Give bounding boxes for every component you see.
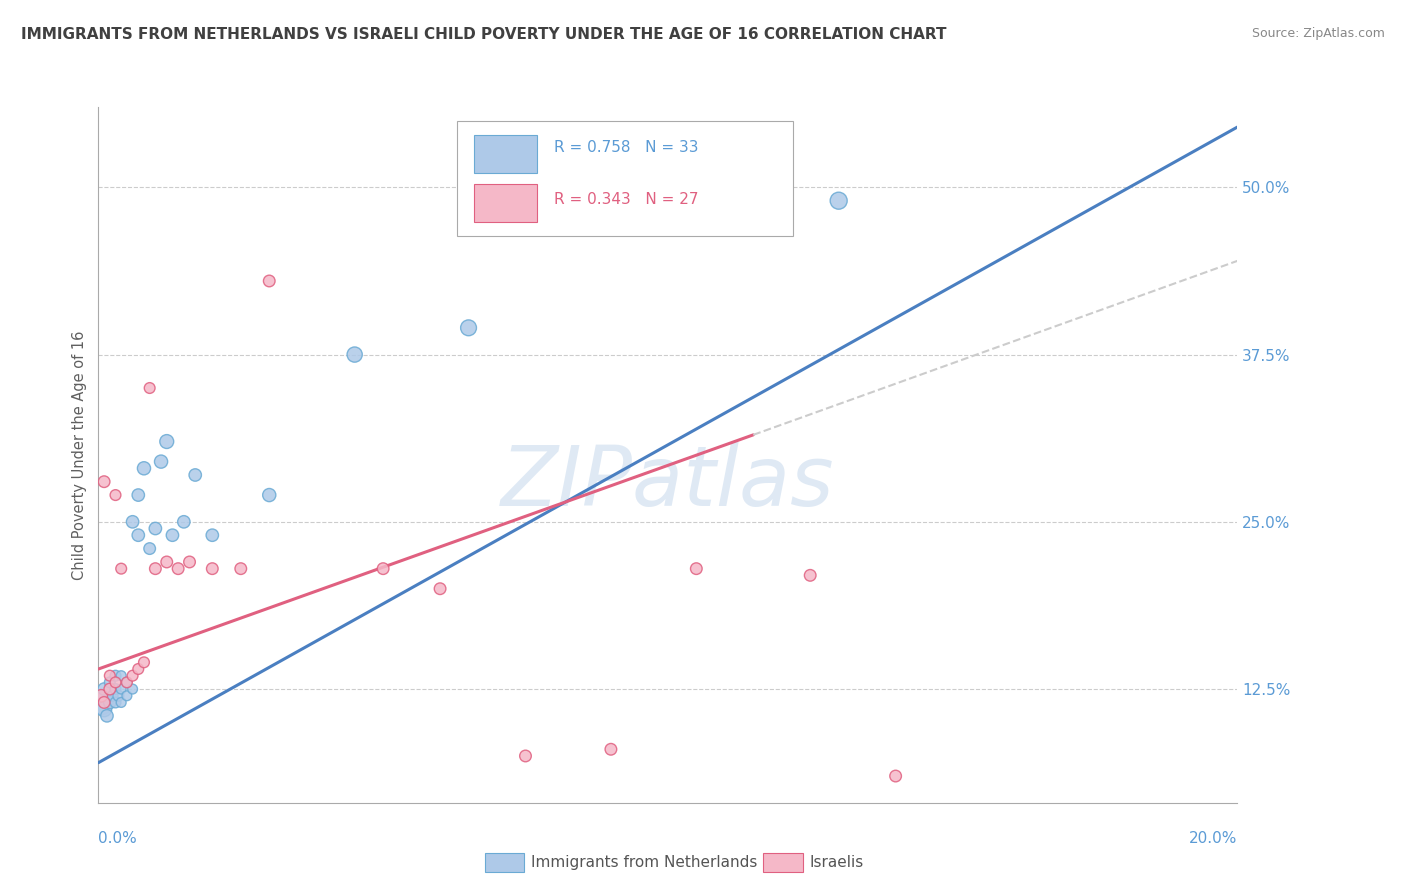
Point [107,689,129,703]
Point [110,696,132,710]
Point [167,562,190,576]
Point [110,669,132,683]
Point [259,488,281,502]
Text: 20.0%: 20.0% [1189,830,1237,846]
Point [96,708,118,723]
Point [127,662,149,676]
Point [429,582,451,596]
Point [457,321,479,335]
Point [884,769,907,783]
Point [115,689,138,703]
Text: ZIPatlas: ZIPatlas [501,442,835,524]
Point [343,348,366,362]
Point [98,681,121,696]
Text: Israelis: Israelis [810,855,865,870]
Point [104,669,127,683]
Point [162,528,184,542]
Point [104,681,127,696]
Point [101,689,124,703]
FancyBboxPatch shape [457,121,793,235]
Point [201,562,224,576]
Text: 0.0%: 0.0% [98,830,138,846]
Point [110,681,132,696]
Point [98,696,121,710]
Point [156,434,179,449]
Point [799,568,821,582]
FancyBboxPatch shape [474,184,537,222]
Point [132,655,155,669]
Point [121,681,143,696]
Text: Source: ZipAtlas.com: Source: ZipAtlas.com [1251,27,1385,40]
Point [104,675,127,690]
Point [184,468,207,483]
Point [93,681,115,696]
Point [93,696,115,710]
Point [115,675,138,690]
Point [138,541,160,556]
Point [685,562,707,576]
Point [373,562,395,576]
Point [90,689,112,703]
Point [156,555,179,569]
Point [98,669,121,683]
Point [138,381,160,395]
Point [110,562,132,576]
Point [93,475,115,489]
Point [145,562,167,576]
Point [98,675,121,690]
Text: R = 0.343   N = 27: R = 0.343 N = 27 [554,192,699,207]
Text: IMMIGRANTS FROM NETHERLANDS VS ISRAELI CHILD POVERTY UNDER THE AGE OF 16 CORRELA: IMMIGRANTS FROM NETHERLANDS VS ISRAELI C… [21,27,946,42]
Y-axis label: Child Poverty Under the Age of 16: Child Poverty Under the Age of 16 [72,330,87,580]
Point [115,675,138,690]
Point [201,528,224,542]
Point [104,488,127,502]
Point [515,749,537,764]
Point [121,669,143,683]
Point [828,194,851,208]
Point [600,742,623,756]
Point [121,515,143,529]
Point [179,555,201,569]
Point [150,455,173,469]
Point [229,562,252,576]
Point [90,696,112,710]
Point [259,274,281,288]
Text: Immigrants from Netherlands: Immigrants from Netherlands [531,855,758,870]
Point [173,515,195,529]
Text: R = 0.758   N = 33: R = 0.758 N = 33 [554,140,699,155]
Point [127,528,149,542]
Point [132,461,155,475]
Point [127,488,149,502]
Point [104,696,127,710]
Point [93,702,115,716]
FancyBboxPatch shape [474,135,537,173]
Point [145,521,167,535]
